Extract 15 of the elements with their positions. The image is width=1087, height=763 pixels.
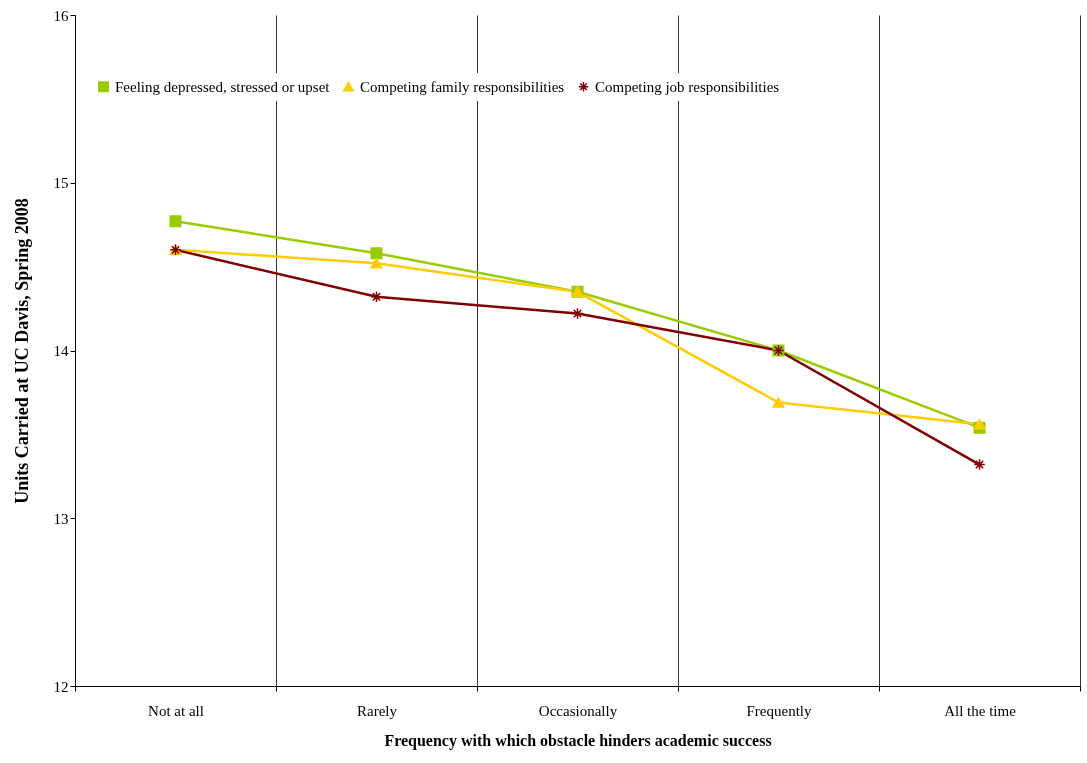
x-tick-label: All the time (944, 702, 1017, 719)
legend-label: Competing family responsibilities (360, 78, 565, 95)
legend-label: Feeling depressed, stressed or upset (115, 78, 331, 95)
y-tick-label: 12 (53, 678, 69, 695)
x-tick-label: Occasionally (538, 702, 618, 719)
y-tick-label: 15 (53, 175, 69, 192)
y-tick-label: 16 (53, 7, 69, 24)
x-tick-label: Frequently (746, 702, 812, 719)
y-tick-label: 14 (53, 343, 69, 359)
x-tick-label: Rarely (357, 702, 398, 719)
legend-label: Competing job responsibilities (595, 78, 780, 95)
y-tick-label: 13 (53, 510, 69, 527)
x-tick-label: Not at all (148, 702, 204, 719)
x-axis-title: Frequency with which obstacle hinders academic success (384, 731, 772, 750)
y-axis-title: Units Carried at UC Davis, Spring 2008 (11, 198, 32, 504)
